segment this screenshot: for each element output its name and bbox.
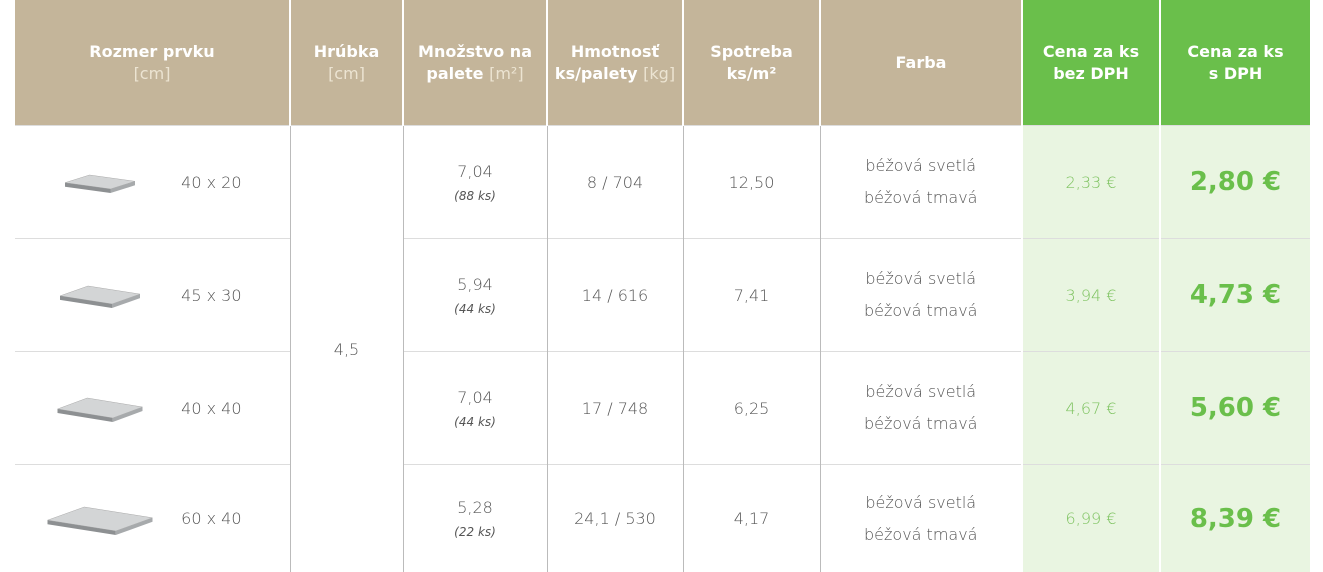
header-cell: Množstvo na palete [m²] <box>402 0 547 126</box>
weight: 14 / 616 <box>546 238 683 352</box>
pieces: (44 ks) <box>454 414 496 429</box>
size-cell: 60 x 40 <box>15 464 290 572</box>
header-name: bez DPH <box>1053 63 1129 83</box>
tile-image <box>56 397 144 422</box>
tile-image <box>59 285 141 308</box>
size: 45 x 30 <box>181 285 242 305</box>
price-vat: 2,80 € <box>1159 125 1310 239</box>
color-cell: béžová svetlá béžová tmavá <box>819 125 1022 239</box>
weight: 17 / 748 <box>546 351 683 465</box>
header-name: Hrúbka <box>313 41 380 61</box>
thickness: 4,5 <box>289 125 403 572</box>
pieces: (88 ks) <box>454 188 496 203</box>
size-wrap: 40 x 40 <box>15 388 290 428</box>
color: béžová tmavá <box>864 524 978 544</box>
size-cell: 45 x 30 <box>15 238 290 352</box>
price-vat: 4,73 € <box>1159 238 1310 352</box>
size-cell: 40 x 20 <box>15 125 290 239</box>
header-unit: [cm] <box>328 63 365 83</box>
quantity-cell: 7,04 (88 ks) <box>402 125 547 239</box>
header-name: Rozmer prvku <box>89 41 215 61</box>
quantity: 7,04 <box>457 161 493 181</box>
row: 40 x 40 7,04 (44 ks) 17 / 748 6,25 béžová sve… <box>15 351 1310 465</box>
quantity-cell: 7,04 (44 ks) <box>402 351 547 465</box>
header-unit: [cm] <box>133 63 171 83</box>
row: 60 x 40 5,28 (22 ks) 24,1 / 530 4,17 béžová s… <box>15 464 1310 572</box>
header-cell: Farba <box>819 0 1022 126</box>
row: 40 x 20 4,5 7,04 (88 ks) 8 / 704 12,50 béžová … <box>15 125 1310 572</box>
price: 3,94 € <box>1021 238 1160 352</box>
header-name: Cena za ks <box>1042 41 1140 61</box>
header-cell: Hrúbka [cm] <box>289 0 403 126</box>
price: 4,67 € <box>1021 351 1160 465</box>
color-cell: béžová svetlá béžová tmavá <box>819 464 1022 572</box>
color: béžová tmavá <box>864 301 978 320</box>
header-name: Množstvo na <box>418 41 532 61</box>
pieces: (22 ks) <box>454 525 496 539</box>
header-name: ks/palety <box>554 63 638 83</box>
color: béžová tmavá <box>864 188 978 207</box>
size: 40 x 40 <box>181 398 242 418</box>
header-cell: Hmotnosť ks/palety [kg] <box>546 0 683 126</box>
color-cell: béžová svetlá béžová tmavá <box>819 238 1022 352</box>
color: béžová svetlá <box>865 382 977 401</box>
consumption: 4,17 <box>682 464 820 572</box>
size-wrap: 45 x 30 <box>15 275 290 315</box>
pieces: (44 ks) <box>454 301 496 316</box>
header-unit: [m²] <box>489 63 524 83</box>
row: 45 x 30 5,94 (44 ks) 14 / 616 7,41 béžová sve… <box>15 238 1310 352</box>
color: béžová svetlá <box>865 492 977 512</box>
tile-image <box>47 506 153 535</box>
quantity-cell: 5,94 (44 ks) <box>402 238 547 352</box>
size-cell: 40 x 40 <box>15 351 290 465</box>
header-unit: [kg] <box>643 63 676 83</box>
table-body: 40 x 20 4,5 7,04 (88 ks) 8 / 704 12,50 béžová … <box>15 125 1310 572</box>
header-name: ks/m² <box>726 63 777 83</box>
quantity: 5,28 <box>457 498 493 517</box>
color-cell: béžová svetlá béžová tmavá <box>819 351 1022 465</box>
header-cell: Cena za ks bez DPH <box>1021 0 1160 126</box>
size-wrap: 60 x 40 <box>15 499 290 539</box>
consumption: 7,41 <box>682 238 820 352</box>
header-name: s DPH <box>1208 63 1263 83</box>
price-vat: 8,39 € <box>1159 464 1310 572</box>
size-wrap: 40 x 20 <box>15 162 290 202</box>
header-row: Rozmer prvku [cm] Hrúbka [cm] Množstvo na pal… <box>15 0 1310 126</box>
quantity: 5,94 <box>457 274 493 294</box>
color: béžová svetlá <box>865 269 977 288</box>
size: 40 x 20 <box>181 172 242 192</box>
quantity: 7,04 <box>457 387 493 407</box>
color: béžová svetlá <box>865 156 977 175</box>
size: 60 x 40 <box>181 509 242 528</box>
header-name: Cena za ks <box>1187 41 1284 61</box>
consumption: 6,25 <box>682 351 820 465</box>
quantity-cell: 5,28 (22 ks) <box>402 464 547 572</box>
price: 6,99 € <box>1021 464 1160 572</box>
header-cell: Rozmer prvku [cm] <box>15 0 290 126</box>
weight: 24,1 / 530 <box>546 464 683 572</box>
header-name: Farba <box>895 52 947 72</box>
header-name: palete <box>426 63 484 83</box>
header-name: Hmotnosť <box>570 41 660 61</box>
price-table: Rozmer prvku [cm] Hrúbka [cm] Množstvo na pal… <box>15 0 1310 572</box>
header-cell: Cena za ks s DPH <box>1159 0 1310 126</box>
header-cell: Spotreba ks/m² <box>682 0 820 126</box>
tile-image <box>64 174 136 193</box>
price-vat: 5,60 € <box>1159 351 1310 465</box>
weight: 8 / 704 <box>546 125 683 239</box>
price: 2,33 € <box>1021 125 1160 239</box>
header-name: Spotreba <box>710 41 793 61</box>
color: béžová tmavá <box>864 414 978 433</box>
consumption: 12,50 <box>682 125 820 239</box>
